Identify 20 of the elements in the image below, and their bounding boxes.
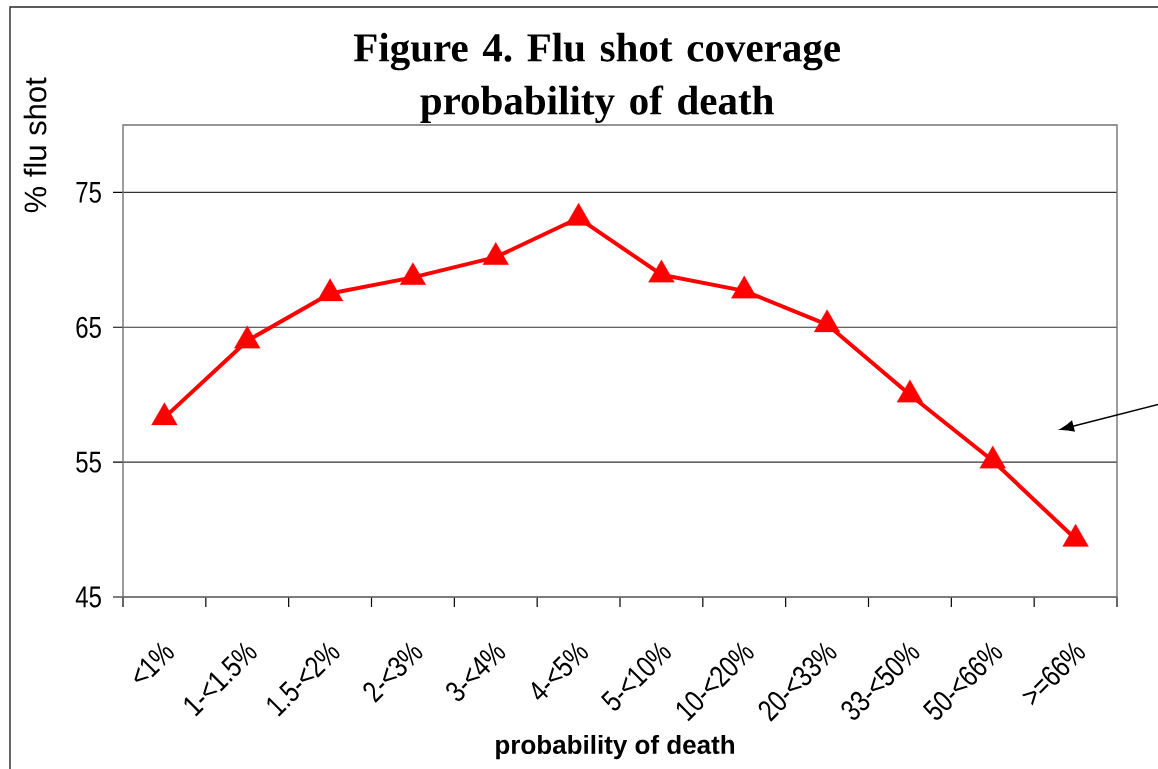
point <box>648 259 675 283</box>
y-tick-label: 45 <box>75 586 101 608</box>
point <box>979 445 1006 469</box>
point <box>731 275 758 299</box>
point <box>151 402 178 426</box>
x-axis-title: probability of death <box>496 734 735 760</box>
point <box>896 379 924 403</box>
point <box>813 309 841 333</box>
point <box>1062 523 1089 547</box>
x-tick-label: <1% <box>134 642 174 682</box>
point <box>399 262 427 285</box>
point <box>234 325 261 349</box>
point <box>482 242 509 265</box>
y-tick-label: 65 <box>76 316 101 338</box>
y-tick-label: 75 <box>76 181 101 203</box>
chart-title: Figure 4. Flu shot coverage probability of death <box>353 32 840 124</box>
y-tick-label: 55 <box>76 451 101 473</box>
point <box>565 202 592 226</box>
point <box>316 278 344 302</box>
y-axis-title: % flu shot <box>23 77 47 213</box>
